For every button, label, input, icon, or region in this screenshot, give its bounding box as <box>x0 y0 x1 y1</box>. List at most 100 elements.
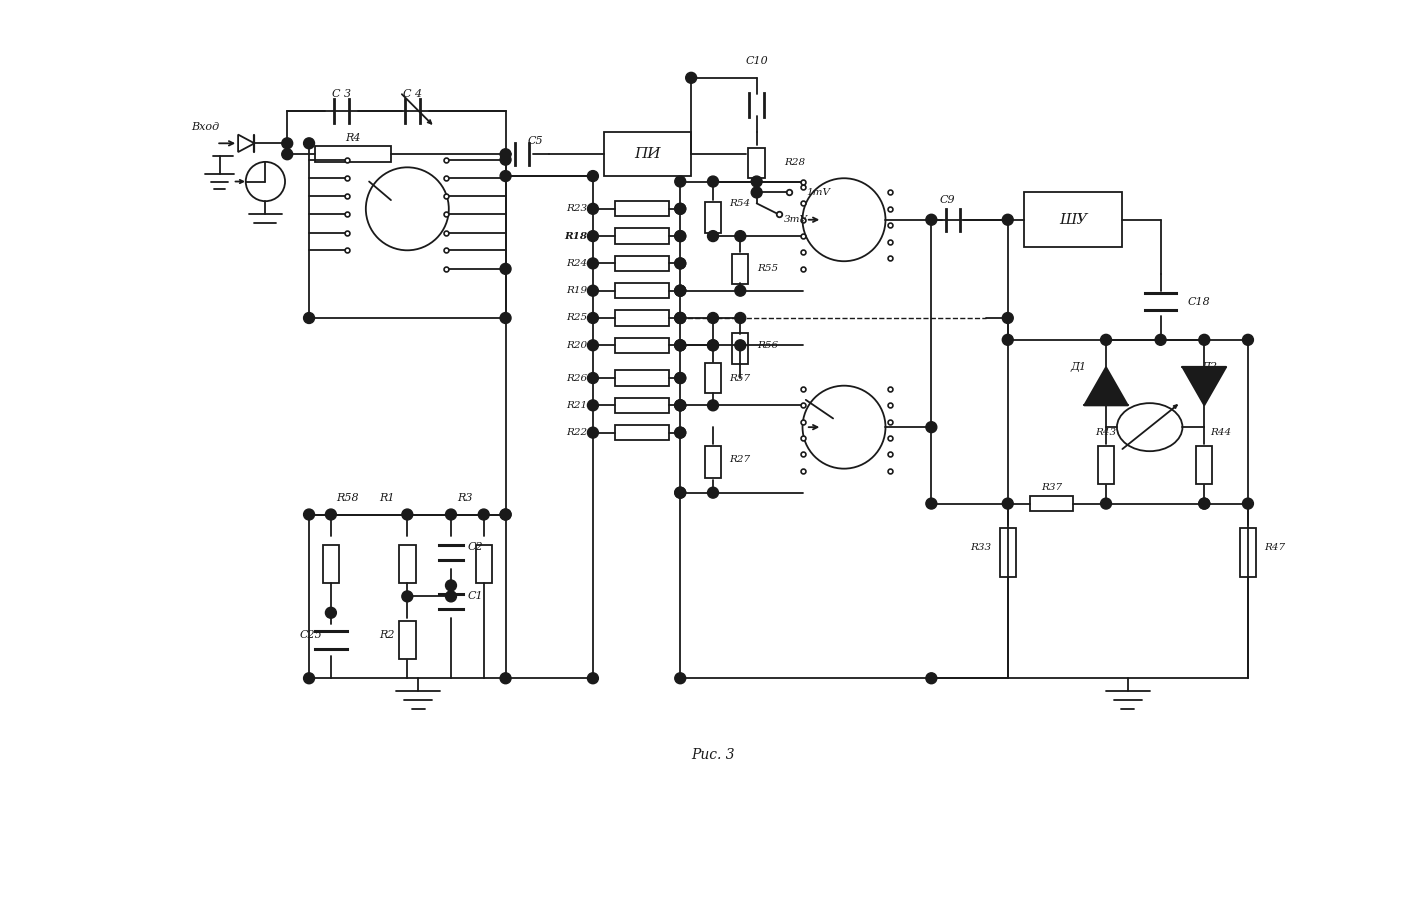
Circle shape <box>445 580 456 591</box>
Circle shape <box>304 673 315 683</box>
Circle shape <box>501 149 511 160</box>
Bar <box>1030 496 1074 511</box>
Circle shape <box>707 176 719 187</box>
Circle shape <box>501 263 511 274</box>
Bar <box>615 256 669 271</box>
Text: Д1: Д1 <box>1071 362 1087 372</box>
Circle shape <box>674 400 686 410</box>
Circle shape <box>1002 313 1014 323</box>
Circle shape <box>304 138 315 149</box>
Circle shape <box>674 203 686 215</box>
Text: R22: R22 <box>566 428 588 437</box>
Text: R54: R54 <box>729 198 750 207</box>
Circle shape <box>588 400 599 410</box>
Text: R20: R20 <box>566 340 588 350</box>
Circle shape <box>674 673 686 683</box>
Text: R24: R24 <box>566 259 588 268</box>
Circle shape <box>734 313 746 323</box>
Bar <box>749 147 764 178</box>
Circle shape <box>501 673 511 683</box>
Text: Д2: Д2 <box>1202 362 1218 372</box>
Bar <box>704 445 722 479</box>
Circle shape <box>674 176 686 187</box>
Circle shape <box>501 313 511 323</box>
Circle shape <box>325 509 337 520</box>
Circle shape <box>674 313 686 323</box>
Circle shape <box>752 176 761 187</box>
Bar <box>732 253 749 284</box>
Circle shape <box>1242 498 1253 509</box>
Circle shape <box>445 591 456 602</box>
Circle shape <box>501 171 511 181</box>
Circle shape <box>402 591 412 602</box>
Circle shape <box>588 673 599 683</box>
Text: С18: С18 <box>1188 296 1211 306</box>
Circle shape <box>282 138 292 149</box>
Text: 1mV: 1mV <box>806 188 830 197</box>
Text: С 3: С 3 <box>332 89 351 99</box>
Circle shape <box>588 373 599 383</box>
Circle shape <box>501 509 511 520</box>
Bar <box>1098 446 1114 485</box>
Circle shape <box>674 231 686 242</box>
Circle shape <box>588 313 599 323</box>
Circle shape <box>752 187 761 198</box>
Text: R26: R26 <box>566 374 588 383</box>
Circle shape <box>674 373 686 383</box>
Circle shape <box>674 339 686 351</box>
Text: R37: R37 <box>1041 483 1062 492</box>
Circle shape <box>734 231 746 242</box>
Text: С2: С2 <box>468 542 483 552</box>
Bar <box>399 544 415 583</box>
Circle shape <box>1242 334 1253 346</box>
Circle shape <box>707 231 719 242</box>
Circle shape <box>674 258 686 269</box>
Circle shape <box>501 154 511 165</box>
Bar <box>615 311 669 326</box>
Text: R18: R18 <box>565 232 588 241</box>
Circle shape <box>674 231 686 242</box>
Text: С5: С5 <box>528 136 543 146</box>
Bar <box>704 363 722 393</box>
Circle shape <box>674 373 686 383</box>
Text: R57: R57 <box>729 374 750 383</box>
Circle shape <box>674 203 686 215</box>
Bar <box>1024 192 1122 247</box>
Text: R4: R4 <box>345 133 361 143</box>
Circle shape <box>925 498 937 509</box>
Text: R19: R19 <box>566 286 588 295</box>
Circle shape <box>501 509 511 520</box>
Circle shape <box>1199 498 1209 509</box>
Bar <box>615 398 669 413</box>
Bar <box>615 425 669 440</box>
Circle shape <box>402 509 412 520</box>
Bar <box>1000 528 1015 577</box>
Circle shape <box>1002 498 1014 509</box>
Text: R58: R58 <box>337 493 359 503</box>
Circle shape <box>925 422 937 433</box>
Bar <box>1239 528 1256 577</box>
Polygon shape <box>1182 367 1226 405</box>
Text: R2: R2 <box>379 629 394 639</box>
Circle shape <box>1101 334 1111 346</box>
Circle shape <box>674 400 686 410</box>
Text: С10: С10 <box>746 57 769 66</box>
Bar <box>732 333 749 364</box>
Circle shape <box>674 339 686 351</box>
Bar <box>1196 446 1212 485</box>
Circle shape <box>1002 215 1014 225</box>
Text: С9: С9 <box>940 195 955 205</box>
Circle shape <box>674 258 686 269</box>
Circle shape <box>674 286 686 296</box>
Text: R3: R3 <box>458 493 473 503</box>
Circle shape <box>588 258 599 269</box>
Bar <box>315 146 391 163</box>
Text: Вход: Вход <box>191 122 220 132</box>
Circle shape <box>588 339 599 351</box>
Circle shape <box>478 509 489 520</box>
Text: R55: R55 <box>757 264 777 273</box>
Text: R27: R27 <box>729 455 750 464</box>
Circle shape <box>686 73 697 84</box>
Circle shape <box>325 607 337 618</box>
Text: R23: R23 <box>566 205 588 214</box>
